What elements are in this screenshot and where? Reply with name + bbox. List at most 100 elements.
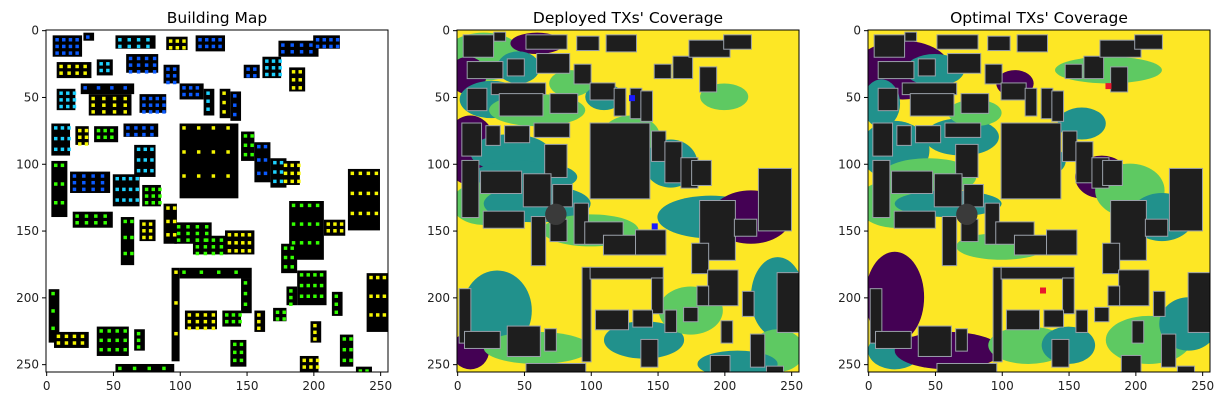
round-building xyxy=(956,203,978,226)
candidate-marker xyxy=(128,187,133,192)
x-tick-label: 50 xyxy=(106,379,121,393)
building xyxy=(918,59,935,76)
y-tick-label: 200 xyxy=(838,291,861,305)
candidate-marker xyxy=(204,44,209,49)
building xyxy=(870,289,882,343)
candidate-marker xyxy=(278,59,282,63)
candidate-marker xyxy=(226,174,230,178)
building xyxy=(1161,334,1176,367)
candidate-marker xyxy=(54,147,58,152)
candidate-marker xyxy=(130,219,134,224)
candidate-marker xyxy=(130,251,134,256)
candidate-marker xyxy=(143,158,147,162)
candidate-marker xyxy=(150,147,154,152)
x-tick-label: 250 xyxy=(780,379,803,393)
candidate-marker xyxy=(307,203,312,208)
candidate-marker xyxy=(241,233,245,237)
candidate-marker xyxy=(186,231,190,236)
building xyxy=(652,131,666,161)
candidate-marker xyxy=(54,136,58,141)
candidate-marker xyxy=(307,241,312,245)
candidate-marker xyxy=(122,187,126,192)
candidate-marker xyxy=(198,38,202,42)
candidate-marker xyxy=(176,238,181,242)
candidate-marker xyxy=(203,313,208,317)
building xyxy=(507,326,540,356)
candidate-marker xyxy=(198,44,202,49)
x-tick-label: 150 xyxy=(1058,379,1081,393)
candidate-marker xyxy=(142,110,146,114)
candidate-marker xyxy=(66,98,70,102)
candidate-marker xyxy=(227,233,232,237)
candidate-marker xyxy=(72,104,77,109)
building xyxy=(139,94,167,113)
candidate-marker xyxy=(218,38,222,42)
x-tick-label: 250 xyxy=(1191,379,1214,393)
building xyxy=(582,267,591,362)
candidate-marker xyxy=(233,103,237,107)
candidate-marker xyxy=(283,246,288,250)
candidate-marker xyxy=(55,51,59,55)
building xyxy=(1001,267,1074,279)
candidate-marker xyxy=(253,67,257,71)
building xyxy=(1111,67,1128,92)
candidate-marker xyxy=(162,366,166,371)
building xyxy=(1177,366,1194,372)
candidate-marker xyxy=(51,309,55,313)
candidate-marker xyxy=(155,110,160,114)
candidate-marker xyxy=(339,229,344,233)
candidate-marker xyxy=(112,103,117,107)
building xyxy=(483,211,524,228)
candidate-marker xyxy=(250,143,254,148)
candidate-marker xyxy=(246,67,250,71)
candidate-marker xyxy=(106,62,110,66)
candidate-marker xyxy=(319,273,324,277)
candidate-marker xyxy=(66,91,70,95)
candidate-marker xyxy=(196,174,201,178)
candidate-marker xyxy=(99,68,103,73)
candidate-marker xyxy=(142,235,146,240)
candidate-marker xyxy=(99,338,103,343)
candidate-marker xyxy=(211,238,216,242)
candidate-marker xyxy=(326,229,331,233)
candidate-marker xyxy=(334,294,339,298)
candidate-marker xyxy=(60,126,65,130)
candidate-marker xyxy=(84,221,89,225)
candidate-marker xyxy=(299,273,304,277)
building xyxy=(355,366,372,372)
panel-3: Optimal TXs' Coverage 0 50 100 150 200 250 0 50 1… xyxy=(838,9,1214,393)
candidate-marker xyxy=(299,50,304,54)
building xyxy=(281,243,298,274)
building xyxy=(689,40,730,57)
building xyxy=(956,144,978,177)
building xyxy=(673,56,693,79)
candidate-marker xyxy=(100,180,105,185)
candidate-marker xyxy=(283,255,288,260)
candidate-marker xyxy=(162,110,166,114)
candidate-marker xyxy=(225,319,229,324)
candidate-marker xyxy=(369,275,373,280)
candidate-marker xyxy=(315,358,320,363)
y-tick-label: 0 xyxy=(853,24,861,38)
candidate-marker xyxy=(334,302,339,307)
candidate-marker xyxy=(315,203,320,208)
candidate-marker xyxy=(136,158,141,162)
candidate-marker xyxy=(358,369,363,372)
building xyxy=(697,286,709,306)
candidate-marker xyxy=(291,70,296,74)
candidate-marker xyxy=(182,86,186,90)
building xyxy=(467,62,503,79)
candidate-marker xyxy=(123,219,127,224)
candidate-marker xyxy=(96,128,101,133)
candidate-marker xyxy=(144,194,149,198)
x-tick-label: 0 xyxy=(454,379,462,393)
y-tick-label: 50 xyxy=(846,90,861,104)
candidate-marker xyxy=(128,198,133,202)
building xyxy=(734,219,757,236)
candidate-marker xyxy=(211,174,216,178)
candidate-marker xyxy=(299,283,304,288)
candidate-marker xyxy=(60,182,65,186)
candidate-marker xyxy=(369,313,373,317)
y-tick-label: 50 xyxy=(24,90,39,104)
building xyxy=(523,174,551,207)
